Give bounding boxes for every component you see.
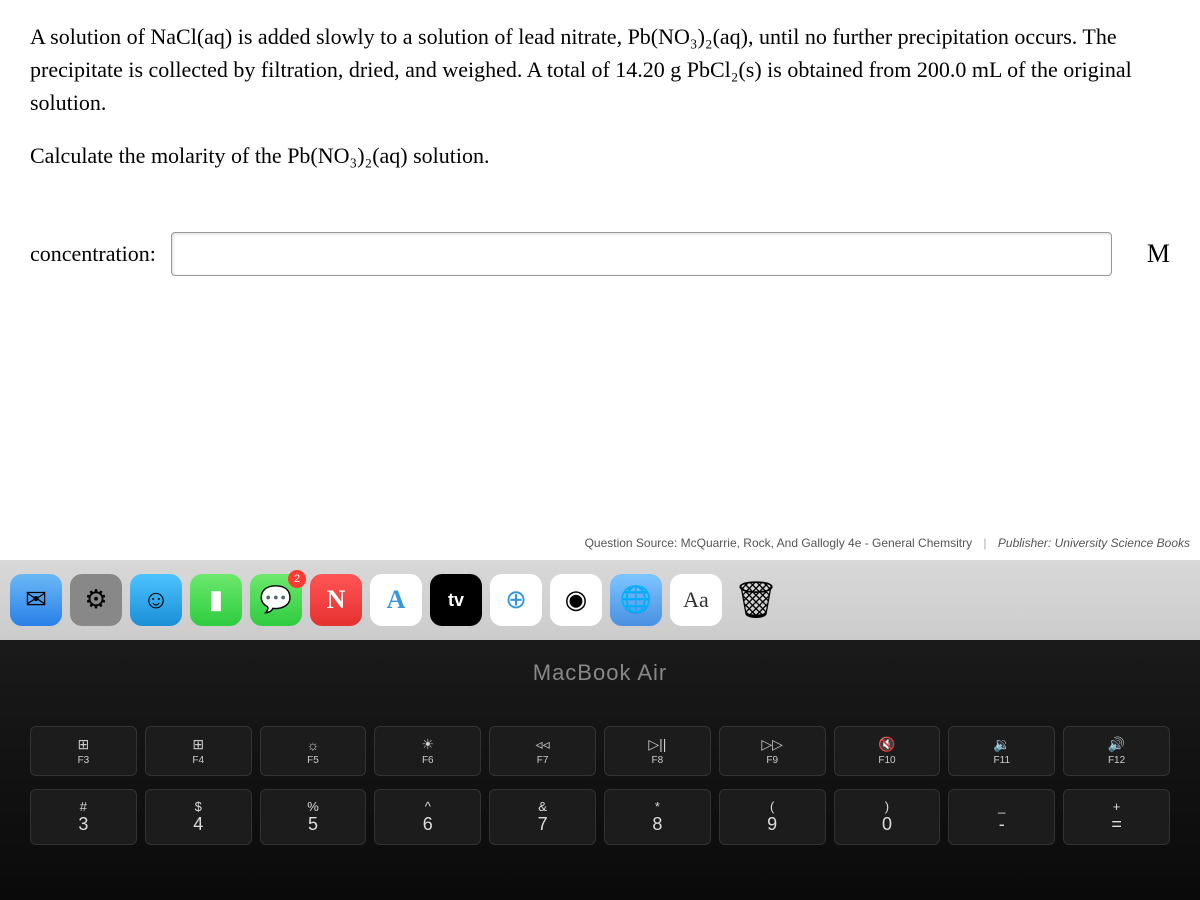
num-key-3[interactable]: #3: [30, 789, 137, 845]
earth-icon[interactable]: 🌐: [610, 574, 662, 626]
dictionary-icon[interactable]: Aa: [670, 574, 722, 626]
num-key-9[interactable]: (9: [719, 789, 826, 845]
num-key--[interactable]: _-: [948, 789, 1055, 845]
num-key-8[interactable]: *8: [604, 789, 711, 845]
fn-key-f4[interactable]: ⊞F4: [145, 726, 252, 776]
question-panel: A solution of NaCl(aq) is added slowly t…: [0, 0, 1200, 560]
num-key-7[interactable]: &7: [489, 789, 596, 845]
concentration-input[interactable]: [171, 232, 1112, 276]
tv-icon[interactable]: tv: [430, 574, 482, 626]
macbook-label: MacBook Air: [0, 640, 1200, 686]
function-keys-row: ⊞F3⊞F4☼F5☀F6◃◃F7▷||F8▷▷F9🔇F10🔉F11🔊F12: [0, 686, 1200, 781]
answer-label: concentration:: [30, 241, 156, 267]
answer-row: concentration: M: [30, 232, 1170, 276]
num-key-6[interactable]: ^6: [374, 789, 481, 845]
news-icon[interactable]: N: [310, 574, 362, 626]
fn-key-f10[interactable]: 🔇F10: [834, 726, 941, 776]
source-text: McQuarrie, Rock, And Gallogly 4e - Gener…: [681, 536, 972, 550]
trash-icon[interactable]: 🗑: [730, 574, 782, 626]
number-keys-row: #3$4%5^6&7*8(9)0_-+=: [0, 781, 1200, 845]
calculate-prompt: Calculate the molarity of the Pb(NO₃)₂(a…: [30, 139, 1170, 172]
fn-key-f6[interactable]: ☀F6: [374, 726, 481, 776]
fn-key-f5[interactable]: ☼F5: [260, 726, 367, 776]
laptop-keyboard: MacBook Air ⊞F3⊞F4☼F5☀F6◃◃F7▷||F8▷▷F9🔇F1…: [0, 640, 1200, 900]
chrome-icon[interactable]: ◉: [550, 574, 602, 626]
source-citation: Question Source: McQuarrie, Rock, And Ga…: [585, 536, 1190, 550]
appstore-icon[interactable]: A: [370, 574, 422, 626]
num-key-0[interactable]: )0: [834, 789, 941, 845]
source-label: Question Source:: [585, 536, 678, 550]
safari-icon[interactable]: ⊕: [490, 574, 542, 626]
settings-icon[interactable]: ⚙: [70, 574, 122, 626]
publisher-text: University Science Books: [1055, 536, 1190, 550]
num-key-=[interactable]: +=: [1063, 789, 1170, 845]
fn-key-f3[interactable]: ⊞F3: [30, 726, 137, 776]
num-key-4[interactable]: $4: [145, 789, 252, 845]
mail-icon[interactable]: ✉: [10, 574, 62, 626]
fn-key-f9[interactable]: ▷▷F9: [719, 726, 826, 776]
fn-key-f7[interactable]: ◃◃F7: [489, 726, 596, 776]
problem-paragraph: A solution of NaCl(aq) is added slowly t…: [30, 20, 1170, 119]
fn-key-f12[interactable]: 🔊F12: [1063, 726, 1170, 776]
publisher-label: Publisher:: [998, 536, 1051, 550]
num-key-5[interactable]: %5: [260, 789, 367, 845]
separator: |: [983, 536, 986, 550]
finder-icon[interactable]: ☺: [130, 574, 182, 626]
fn-key-f11[interactable]: 🔉F11: [948, 726, 1055, 776]
fn-key-f8[interactable]: ▷||F8: [604, 726, 711, 776]
unit-label: M: [1147, 239, 1170, 269]
macos-dock: ✉ ⚙ ☺ ▮ 💬 2 N A tv ⊕ ◉ 🌐 Aa 🗑: [0, 560, 1200, 640]
messages-badge: 2: [288, 570, 306, 588]
messages-icon[interactable]: 💬 2: [250, 574, 302, 626]
facetime-icon[interactable]: ▮: [190, 574, 242, 626]
